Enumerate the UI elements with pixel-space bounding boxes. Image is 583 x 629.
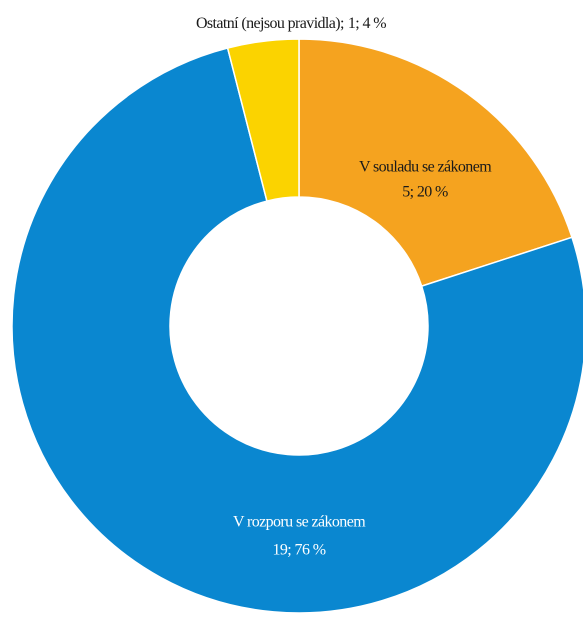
slice-name: V rozporu se zákonem — [233, 514, 366, 531]
slice-name: V souladu se zákonem — [359, 159, 492, 176]
donut-slice — [11, 47, 583, 614]
donut-slice — [298, 38, 573, 288]
slice-name: Ostatní (nejsou pravidla); — [196, 15, 344, 32]
value-label: 19; 76 % — [273, 542, 326, 559]
value-label: 1; 4 % — [348, 15, 386, 32]
donut-slice — [226, 38, 300, 202]
value-label: 5; 20 % — [402, 184, 448, 201]
data-label: Ostatní (nejsou pravidla); 1; 4 % — [196, 15, 386, 32]
